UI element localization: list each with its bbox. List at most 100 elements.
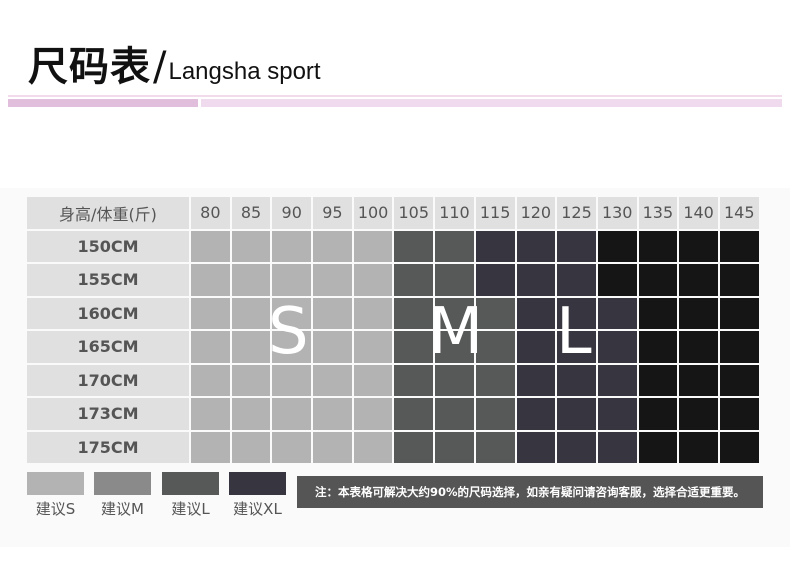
size-cell — [719, 264, 759, 296]
size-cell — [313, 431, 352, 463]
size-cell — [394, 364, 434, 396]
size-cell — [191, 364, 230, 396]
size-cell — [516, 398, 556, 430]
weight-header: 125 — [557, 197, 596, 229]
size-cell — [313, 398, 352, 430]
size-cell — [516, 264, 556, 296]
size-cell — [597, 297, 637, 329]
size-cell — [231, 264, 271, 296]
height-label: 165CM — [27, 331, 189, 363]
title-chinese: 尺码表 — [28, 44, 151, 90]
size-cell — [516, 364, 556, 396]
divider-bar — [201, 99, 782, 107]
size-cell — [638, 398, 678, 430]
size-cell — [191, 398, 230, 430]
size-note: 注：本表格可解决大约90%的尺码选择，如亲有疑问请咨询客服，选择合适更重要。 — [297, 476, 763, 508]
size-cell — [435, 331, 474, 363]
size-cell — [353, 331, 393, 363]
title-slash: / — [153, 44, 167, 90]
size-cell — [272, 398, 312, 430]
legend-label: 建议M — [101, 500, 144, 518]
legend-swatch — [94, 472, 151, 495]
size-cell — [638, 264, 678, 296]
page-title: 尺码表 / Langsha sport — [28, 40, 321, 90]
size-cell — [679, 398, 718, 430]
height-label: 170CM — [27, 364, 189, 396]
size-chart-table: 身高/体重(斤) 80 85 90 95 100 105 110 115 120 125 130 135… — [27, 197, 759, 463]
size-cell — [272, 230, 312, 262]
size-cell — [353, 264, 393, 296]
size-cell — [597, 431, 637, 463]
size-cell — [313, 364, 352, 396]
size-cell — [191, 264, 230, 296]
size-cell — [353, 431, 393, 463]
size-cell — [231, 297, 271, 329]
legend-label: 建议XL — [233, 500, 282, 518]
size-cell — [557, 297, 596, 329]
size-cell — [679, 297, 718, 329]
size-cell — [272, 264, 312, 296]
size-cell — [679, 431, 718, 463]
legend-label: 建议L — [171, 500, 210, 518]
size-cell — [313, 264, 352, 296]
size-cell — [353, 297, 393, 329]
size-cell — [272, 364, 312, 396]
size-cell — [435, 364, 474, 396]
weight-header: 95 — [313, 197, 352, 229]
size-cell — [638, 364, 678, 396]
size-cell — [394, 331, 434, 363]
size-cell — [719, 398, 759, 430]
size-cell — [719, 431, 759, 463]
weight-header: 120 — [516, 197, 556, 229]
weight-header: 130 — [597, 197, 637, 229]
size-cell — [435, 230, 474, 262]
height-label: 155CM — [27, 264, 189, 296]
size-cell — [231, 364, 271, 396]
height-label: 150CM — [27, 230, 189, 262]
size-cell — [516, 331, 556, 363]
size-cell — [475, 431, 515, 463]
size-cell — [557, 264, 596, 296]
legend-item: 建议S — [27, 472, 84, 519]
size-cell — [719, 364, 759, 396]
size-cell — [475, 364, 515, 396]
size-cell — [597, 264, 637, 296]
size-cell — [191, 431, 230, 463]
size-cell — [719, 331, 759, 363]
legend-item: 建议XL — [229, 472, 286, 519]
size-cell — [191, 331, 230, 363]
height-label: 160CM — [27, 297, 189, 329]
size-cell — [597, 230, 637, 262]
size-cell — [435, 398, 474, 430]
weight-header: 85 — [231, 197, 271, 229]
size-cell — [638, 431, 678, 463]
size-letter-m: M — [428, 295, 484, 369]
weight-header: 135 — [638, 197, 678, 229]
divider-accent — [8, 99, 198, 107]
size-cell — [557, 331, 596, 363]
size-cell — [394, 398, 434, 430]
legend-swatch — [162, 472, 219, 495]
height-label: 175CM — [27, 431, 189, 463]
size-cell — [679, 331, 718, 363]
title-brand: Langsha sport — [168, 58, 321, 85]
size-letter-l: L — [556, 295, 592, 369]
legend-item: 建议L — [162, 472, 219, 519]
size-cell — [475, 297, 515, 329]
size-cell — [231, 331, 271, 363]
size-cell — [272, 297, 312, 329]
size-cell — [435, 264, 474, 296]
legend-label: 建议S — [35, 500, 76, 518]
size-cell — [597, 398, 637, 430]
weight-header: 140 — [679, 197, 718, 229]
weight-header: 100 — [353, 197, 393, 229]
size-cell — [353, 230, 393, 262]
size-cell — [516, 431, 556, 463]
size-cell — [475, 331, 515, 363]
size-cell — [475, 264, 515, 296]
size-cell — [719, 297, 759, 329]
size-cell — [597, 364, 637, 396]
size-cell — [557, 398, 596, 430]
size-cell — [679, 230, 718, 262]
size-cell — [313, 297, 352, 329]
